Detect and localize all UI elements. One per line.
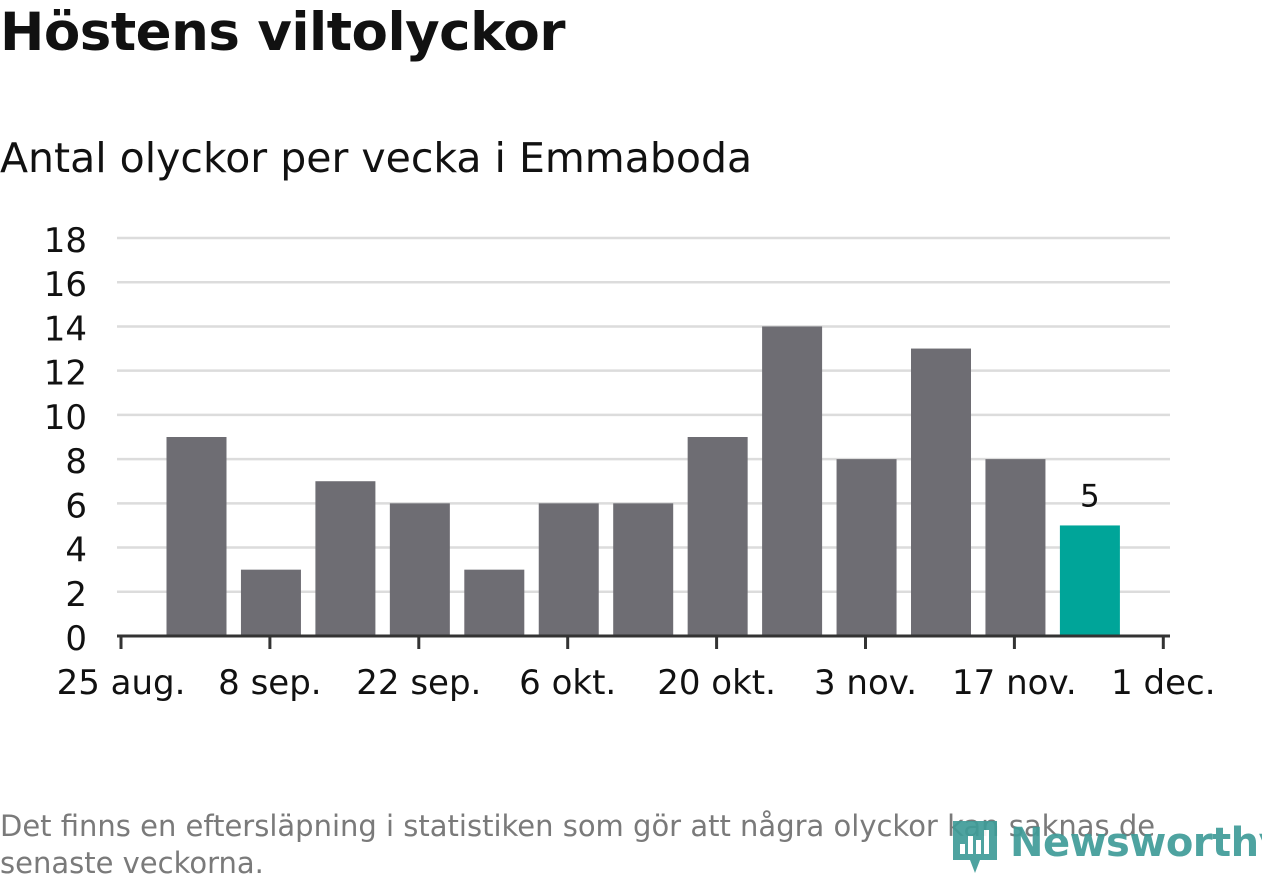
y-tick-label: 12 xyxy=(44,354,87,394)
y-tick-label: 2 xyxy=(65,575,87,615)
bar xyxy=(240,569,301,636)
x-tick-label: 1 dec. xyxy=(1111,663,1215,703)
newsworthy-logo-icon xyxy=(953,821,997,873)
newsworthy-logo: Newsworthy xyxy=(950,818,1262,878)
x-tick-label: 25 aug. xyxy=(57,663,186,703)
y-tick-label: 14 xyxy=(44,309,87,349)
x-tick-label: 20 okt. xyxy=(657,663,776,703)
y-tick-label: 8 xyxy=(65,442,87,482)
chart-subtitle: Antal olyckor per vecka i Emmaboda xyxy=(0,134,753,182)
y-tick-label: 0 xyxy=(65,619,87,659)
y-tick-label: 16 xyxy=(44,265,87,305)
bars xyxy=(166,326,1120,636)
bar xyxy=(1059,525,1120,636)
bar xyxy=(315,481,376,636)
bar xyxy=(985,459,1046,636)
x-tick-label: 3 nov. xyxy=(814,663,917,703)
bar xyxy=(836,459,897,636)
bar xyxy=(687,437,748,636)
x-tick-label: 22 sep. xyxy=(356,663,481,703)
bar xyxy=(762,326,823,636)
x-tick-label: 8 sep. xyxy=(218,663,321,703)
x-axis: 25 aug. 8 sep. 22 sep. 6 okt. 20 okt. 3 nov. 1… xyxy=(57,634,1216,703)
bar xyxy=(464,569,525,636)
x-tick-label: 6 okt. xyxy=(519,663,616,703)
logo-text: Newsworthy xyxy=(1010,820,1262,866)
bar xyxy=(166,437,227,636)
y-tick-label: 6 xyxy=(65,486,87,526)
data-label: 5 xyxy=(1080,478,1100,514)
chart-title: Höstens viltolyckor xyxy=(0,2,565,63)
bar xyxy=(613,503,674,636)
data-labels: 5 xyxy=(1080,478,1100,514)
bar xyxy=(538,503,599,636)
x-tick-label: 17 nov. xyxy=(952,663,1077,703)
bar xyxy=(389,503,450,636)
bar xyxy=(911,348,971,636)
y-tick-label: 10 xyxy=(44,398,87,438)
y-tick-label: 4 xyxy=(65,531,87,571)
y-tick-label: 18 xyxy=(44,221,87,261)
